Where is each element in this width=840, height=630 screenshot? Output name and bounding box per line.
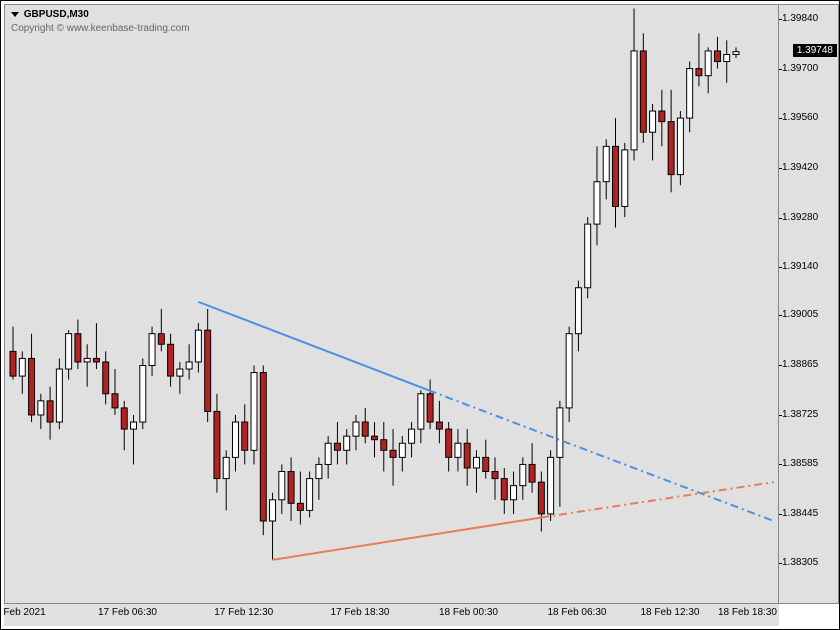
x-tick-label: 18 Feb 12:30 [641,607,700,618]
x-tick-label: 18 Feb 06:30 [548,607,607,618]
chart-container: GBPUSD,M30 Copyright © www.keenbase-trad… [0,0,840,630]
x-tick-label: 17 Feb 18:30 [331,607,390,618]
dropdown-icon[interactable] [11,12,19,17]
y-tick-label: 1.38725 [778,409,838,420]
x-tick-label: 18 Feb 00:30 [439,607,498,618]
y-tick-label: 1.38585 [778,458,838,469]
chart-header[interactable]: GBPUSD,M30 [11,9,89,20]
copyright-label: Copyright © www.keenbase-trading.com [11,23,190,34]
y-tick-label: 1.38865 [778,359,838,370]
candlestick-chart[interactable] [5,5,778,603]
y-tick-label: 1.39005 [778,309,838,320]
y-tick-label: 1.39140 [778,261,838,272]
y-tick-label: 1.39280 [778,212,838,223]
y-tick-label: 1.39420 [778,162,838,173]
y-axis: 1.39840 1.39700 1.39560 1.39420 1.39280 1.391… [779,4,839,604]
x-tick-label: 18 Feb 18:30 [718,607,777,618]
x-axis: 17 Feb 202117 Feb 06:3017 Feb 12:3017 Fe… [4,604,779,626]
plot-area[interactable]: GBPUSD,M30 Copyright © www.keenbase-trad… [4,4,779,604]
y-tick-label: 1.39840 [778,13,838,24]
y-tick-label: 1.39700 [778,63,838,74]
symbol-label: GBPUSD,M30 [24,9,89,20]
y-tick-label: 1.39560 [778,112,838,123]
x-tick-label: 17 Feb 06:30 [98,607,157,618]
y-tick-label: 1.38305 [778,557,838,568]
x-tick-label: 17 Feb 2021 [0,607,46,618]
y-tick-label: 1.38445 [778,508,838,519]
current-price-badge: 1.39748 [793,44,837,57]
x-tick-label: 17 Feb 12:30 [214,607,273,618]
